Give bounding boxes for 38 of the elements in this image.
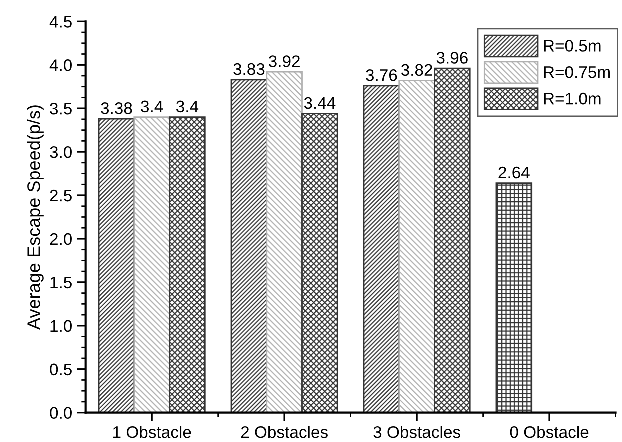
legend-label: R=0.5m bbox=[544, 40, 601, 52]
y-tick-label: 1.0 bbox=[50, 320, 72, 332]
y-axis-title: Average Escape Speed(p/s) bbox=[27, 106, 44, 330]
bar bbox=[496, 182, 533, 413]
data-label: 3.83 bbox=[234, 63, 265, 76]
data-label: 2.64 bbox=[498, 166, 530, 179]
x-tick-label: 3 Obstacles bbox=[374, 426, 460, 438]
bar bbox=[398, 80, 436, 413]
y-tick-label: 0.0 bbox=[50, 407, 72, 420]
bar bbox=[302, 113, 338, 413]
y-tick-label: 3.0 bbox=[50, 146, 72, 158]
data-label: 3.92 bbox=[268, 56, 300, 68]
bar bbox=[434, 68, 471, 413]
bar bbox=[230, 79, 268, 413]
x-tick-label: 0 Obstacle bbox=[510, 426, 589, 438]
y-tick-label: 3.5 bbox=[50, 102, 72, 115]
bar bbox=[134, 116, 170, 413]
y-tick-label: 2.5 bbox=[50, 190, 72, 202]
y-tick-label: 1.5 bbox=[50, 277, 72, 289]
y-tick-label: 0.5 bbox=[50, 364, 72, 376]
y-tick-label: 2.0 bbox=[50, 233, 72, 246]
x-tick-label: 2 Obstacles bbox=[241, 426, 328, 438]
data-label: 3.38 bbox=[101, 102, 132, 114]
x-tick-label: 1 Obstacle bbox=[114, 426, 192, 438]
bar bbox=[169, 116, 206, 413]
bar bbox=[98, 118, 136, 413]
data-label: 3.44 bbox=[304, 97, 336, 110]
data-label: 3.4 bbox=[141, 100, 164, 113]
legend-label: R=0.75m bbox=[544, 66, 610, 78]
data-label: 3.76 bbox=[366, 70, 398, 82]
data-label: 3.82 bbox=[401, 64, 432, 76]
data-label: 3.4 bbox=[176, 100, 199, 113]
data-label: 3.96 bbox=[436, 52, 468, 64]
bar bbox=[363, 85, 400, 413]
legend-label: R=1.0m bbox=[544, 92, 601, 105]
y-tick-label: 4.0 bbox=[50, 60, 72, 72]
y-tick-label: 4.5 bbox=[50, 16, 72, 28]
bar bbox=[266, 71, 303, 413]
